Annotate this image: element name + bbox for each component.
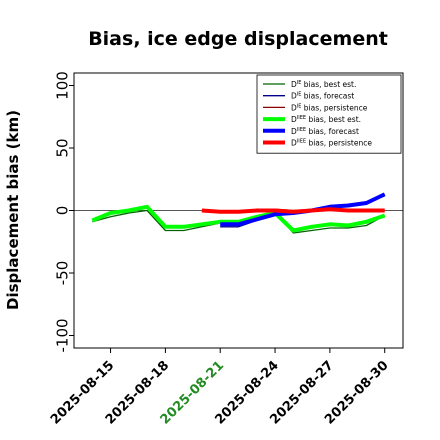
y-tick-label: 0 [53, 206, 71, 216]
plot-area [74, 192, 403, 234]
legend-entry-3: DIE bias, persistence [291, 103, 368, 112]
legend: DIE bias, best est. DIE bias, forecast DIE… [256, 74, 402, 154]
series-line-6 [201, 207, 385, 214]
y-tick-label: -100 [53, 318, 71, 352]
legend-entry-2: DIE bias, forecast [291, 92, 354, 101]
y-axis-label: Displacement bias (km) [4, 110, 22, 310]
series-line-4 [91, 204, 386, 233]
y-tick-label: -50 [53, 261, 71, 286]
chart-title: Bias, ice edge displacement [88, 28, 388, 50]
legend-entry-5: DIIEE bias, forecast [291, 127, 359, 136]
legend-box [256, 74, 402, 154]
legend-entry-1: DIE bias, best est. [291, 80, 356, 89]
y-tick-label: 100 [53, 71, 71, 100]
legend-entry-4: DIIEE bias, best est. [291, 115, 361, 124]
legend-entry-6: DIIEE bias, persistence [291, 139, 372, 148]
y-tick-label: 50 [53, 138, 71, 157]
